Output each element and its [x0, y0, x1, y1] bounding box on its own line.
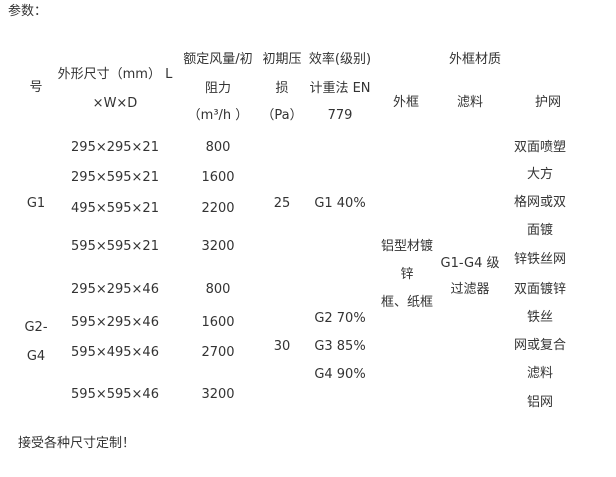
cell-efficiency: G4 90% — [314, 367, 366, 382]
cell-net: 面镀 — [526, 223, 554, 238]
cell-filter: 过滤器 — [450, 282, 490, 297]
header-frame: 外框 — [392, 95, 420, 110]
cell-flow: 2700 — [201, 345, 235, 360]
cell-net: 双面喷塑 — [513, 140, 567, 155]
cell-flow: 800 — [205, 140, 231, 155]
header-flow: 阻力 — [204, 81, 232, 96]
cell-net: 双面镀锌 — [513, 282, 567, 297]
cell-filter: G1-G4 级 — [440, 256, 500, 271]
cell-model: G4 — [26, 349, 46, 364]
cell-flow: 3200 — [201, 387, 235, 402]
cell-flow: 3200 — [201, 239, 235, 254]
header-size: 外形尺寸（mm） L — [57, 67, 173, 82]
cell-net: 大方 — [526, 167, 554, 182]
cell-model: G2- — [24, 320, 48, 335]
footer-note: 接受各种尺寸定制！ — [18, 436, 136, 451]
header-pressure: （Pa） — [261, 108, 303, 123]
cell-size: 495×595×21 — [71, 201, 159, 216]
cell-net: 滤料 — [526, 366, 554, 381]
cell-efficiency: G3 85% — [314, 339, 366, 354]
header-efficiency: 779 — [327, 108, 353, 123]
header-size: ×W×D — [92, 96, 138, 111]
cell-frame: 锌 — [400, 267, 414, 282]
cell-flow: 2200 — [201, 201, 235, 216]
cell-net: 格网或双 — [513, 195, 567, 210]
header-flow: （m³/h ） — [187, 108, 249, 123]
header-filter: 滤料 — [456, 95, 484, 110]
cell-net: 锌铁丝网 — [513, 252, 567, 267]
cell-size: 295×295×46 — [71, 282, 159, 297]
cell-frame: 铝型材镀 — [380, 239, 434, 254]
cell-net: 网或复合 — [513, 338, 567, 353]
cell-size: 595×595×21 — [71, 239, 159, 254]
header-efficiency: 计重法 EN — [309, 81, 371, 96]
cell-pressure: 30 — [273, 339, 291, 354]
cell-size: 595×595×46 — [71, 387, 159, 402]
cell-size: 595×295×46 — [71, 315, 159, 330]
cell-net: 铝网 — [526, 395, 554, 410]
cell-size: 295×295×21 — [71, 140, 159, 155]
header-net: 护网 — [534, 95, 562, 110]
cell-flow: 800 — [205, 282, 231, 297]
header-pressure: 初期压 — [262, 52, 302, 67]
header-efficiency: 效率(级别) — [308, 52, 372, 67]
header-material: 外框材质 — [448, 52, 502, 67]
cell-efficiency: G1 40% — [314, 196, 366, 211]
header-pressure: 损 — [275, 81, 289, 96]
header-flow: 额定风量/初 — [183, 52, 253, 67]
cell-net: 铁丝 — [526, 310, 554, 325]
section-title: 参数： — [8, 4, 48, 19]
cell-size: 295×595×21 — [71, 170, 159, 185]
cell-size: 595×495×46 — [71, 345, 159, 360]
cell-frame: 框、纸框 — [380, 295, 434, 310]
cell-model: G1 — [26, 196, 46, 211]
header-model: 号 — [29, 80, 43, 95]
cell-flow: 1600 — [201, 170, 235, 185]
cell-pressure: 25 — [273, 196, 291, 211]
cell-flow: 1600 — [201, 315, 235, 330]
cell-efficiency: G2 70% — [314, 311, 366, 326]
